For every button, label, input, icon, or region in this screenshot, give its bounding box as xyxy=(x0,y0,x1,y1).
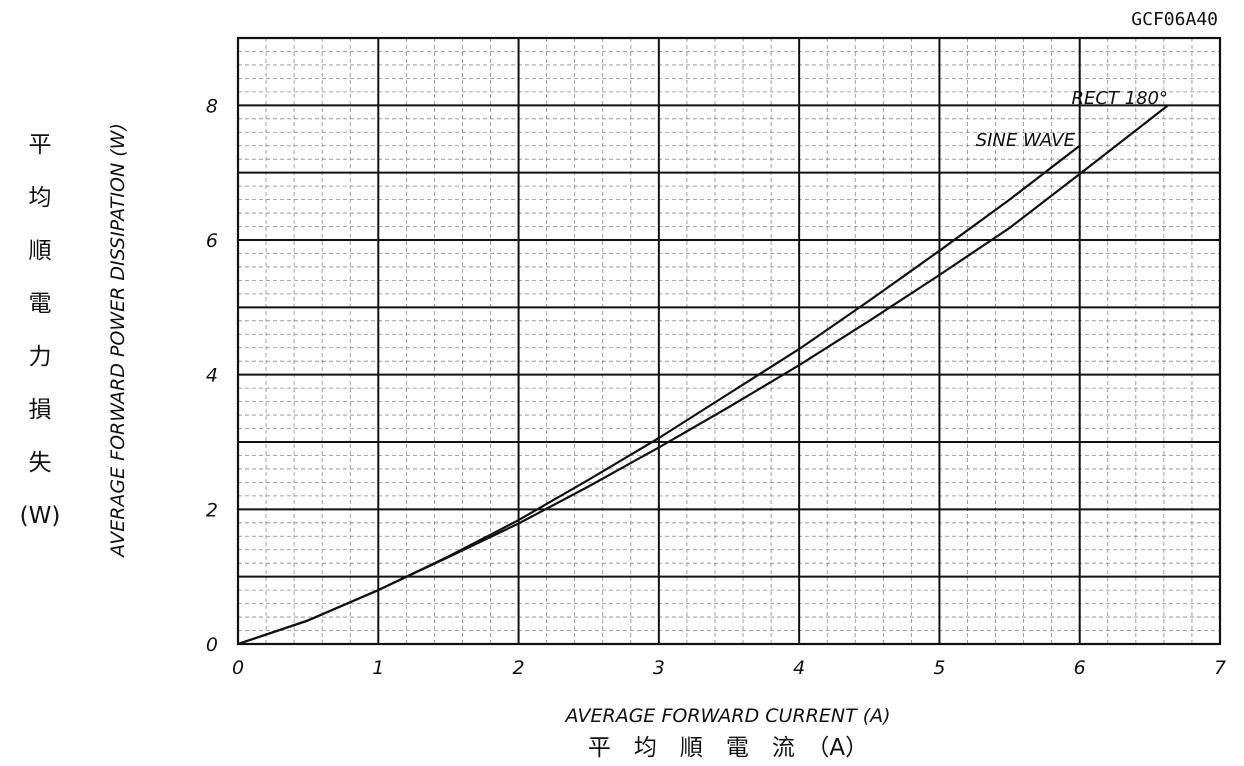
x-tick-label: 0 xyxy=(232,657,244,679)
x-tick-label: 3 xyxy=(653,657,665,679)
plot-frame xyxy=(236,36,1222,646)
series-lines xyxy=(237,104,1169,646)
y-axis-title-jp-char: 順 xyxy=(29,238,52,264)
x-tick-label: 4 xyxy=(793,657,805,679)
y-tick-labels: 0 2 4 6 8 xyxy=(206,95,218,656)
y-axis-title-jp-char: 平 xyxy=(29,132,52,158)
y-axis-title-jp-char: 均 xyxy=(29,185,52,211)
minor-grid xyxy=(238,38,1220,644)
plot-border xyxy=(236,36,1222,646)
series-line-rect-180 xyxy=(237,104,1169,646)
y-axis-title-jp-char: 損 xyxy=(29,397,52,423)
x-tick-labels: 0 1 2 3 4 5 6 7 xyxy=(232,657,1226,679)
x-tick-label: 6 xyxy=(1074,657,1086,679)
series-label-rect-180: RECT 180° xyxy=(1071,88,1168,109)
x-axis-title: AVERAGE FORWARD CURRENT (A) xyxy=(563,705,890,727)
y-tick-label: 6 xyxy=(206,230,218,252)
x-tick-label: 1 xyxy=(372,657,384,679)
y-axis-title-jp-char: 失 xyxy=(29,450,52,476)
x-tick-label: 5 xyxy=(933,657,945,679)
document-code: GCF06A40 xyxy=(1131,9,1218,30)
y-axis-title-jp-char: 力 xyxy=(29,344,52,370)
major-grid xyxy=(238,38,1220,644)
y-axis-title-jp-char: 電 xyxy=(29,291,52,317)
y-tick-label: 2 xyxy=(206,499,218,521)
x-tick-label: 7 xyxy=(1214,657,1226,679)
x-tick-label: 2 xyxy=(513,657,525,679)
y-tick-label: 8 xyxy=(206,95,218,117)
y-axis-title-jp-char: (W) xyxy=(20,503,61,529)
y-tick-label: 0 xyxy=(206,634,218,656)
series-label-sine-wave: SINE WAVE xyxy=(976,130,1076,151)
x-axis-title-jp: 平 均 順 電 流 （A） xyxy=(588,735,868,761)
y-tick-label: 4 xyxy=(206,365,218,387)
y-axis-title: AVERAGE FORWARD POWER DISSIPATION (W) xyxy=(107,123,129,559)
